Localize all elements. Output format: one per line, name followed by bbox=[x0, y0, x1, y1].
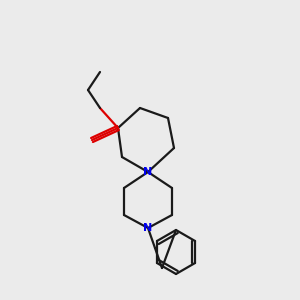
Text: N: N bbox=[143, 223, 153, 233]
Text: N: N bbox=[143, 167, 153, 177]
